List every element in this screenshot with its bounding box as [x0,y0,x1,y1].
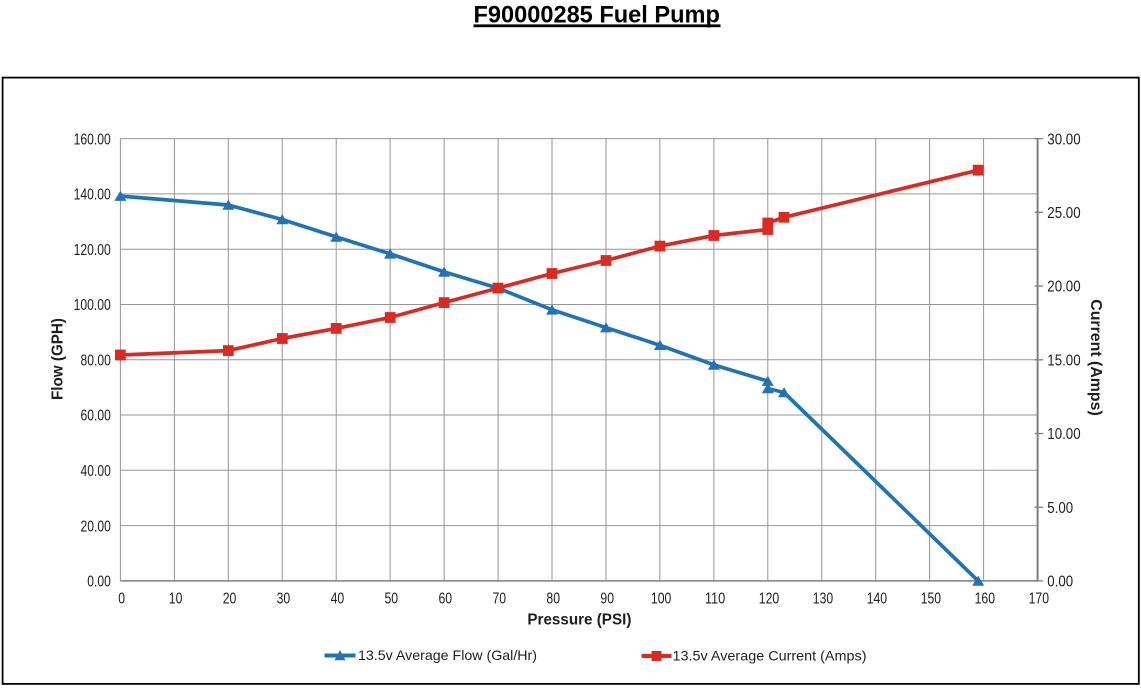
svg-text:30: 30 [277,590,291,607]
svg-text:100.00: 100.00 [74,297,111,314]
svg-text:40.00: 40.00 [81,463,111,480]
svg-text:20.00: 20.00 [81,518,111,535]
svg-text:20: 20 [223,590,237,607]
svg-text:110: 110 [705,590,726,607]
svg-text:60.00: 60.00 [81,408,111,425]
svg-text:25.00: 25.00 [1047,205,1080,222]
svg-text:10.00: 10.00 [1047,426,1080,443]
svg-text:90: 90 [600,590,614,607]
svg-text:15.00: 15.00 [1047,352,1080,369]
svg-text:120.00: 120.00 [74,242,111,259]
svg-text:140.00: 140.00 [74,187,111,204]
svg-text:13.5v Average Current (Amps): 13.5v Average Current (Amps) [673,647,867,663]
svg-text:70: 70 [493,590,507,607]
svg-text:Flow (GPH): Flow (GPH) [49,318,66,400]
svg-text:130: 130 [813,590,834,607]
svg-text:20.00: 20.00 [1047,279,1080,296]
svg-text:160.00: 160.00 [74,131,111,148]
svg-text:140: 140 [867,590,888,607]
svg-text:Pressure (PSI): Pressure (PSI) [527,611,631,628]
svg-text:F90000285 Fuel Pump: F90000285 Fuel Pump [473,1,720,28]
svg-text:30.00: 30.00 [1047,131,1080,148]
svg-text:Current (Amps): Current (Amps) [1087,299,1104,416]
svg-text:60: 60 [439,590,453,607]
svg-text:10: 10 [169,590,183,607]
svg-text:0.00: 0.00 [87,574,111,591]
svg-text:150: 150 [921,590,942,607]
svg-text:13.5v Average Flow (Gal/Hr): 13.5v Average Flow (Gal/Hr) [358,647,537,663]
svg-text:120: 120 [759,590,780,607]
svg-text:80: 80 [546,590,560,607]
svg-text:160: 160 [975,590,996,607]
svg-text:170: 170 [1029,590,1050,607]
svg-text:100: 100 [651,590,672,607]
svg-text:0.00: 0.00 [1047,574,1073,591]
svg-text:0: 0 [118,590,125,607]
svg-text:5.00: 5.00 [1047,500,1073,517]
svg-text:50: 50 [385,590,399,607]
svg-text:40: 40 [331,590,345,607]
svg-text:80.00: 80.00 [81,352,111,369]
